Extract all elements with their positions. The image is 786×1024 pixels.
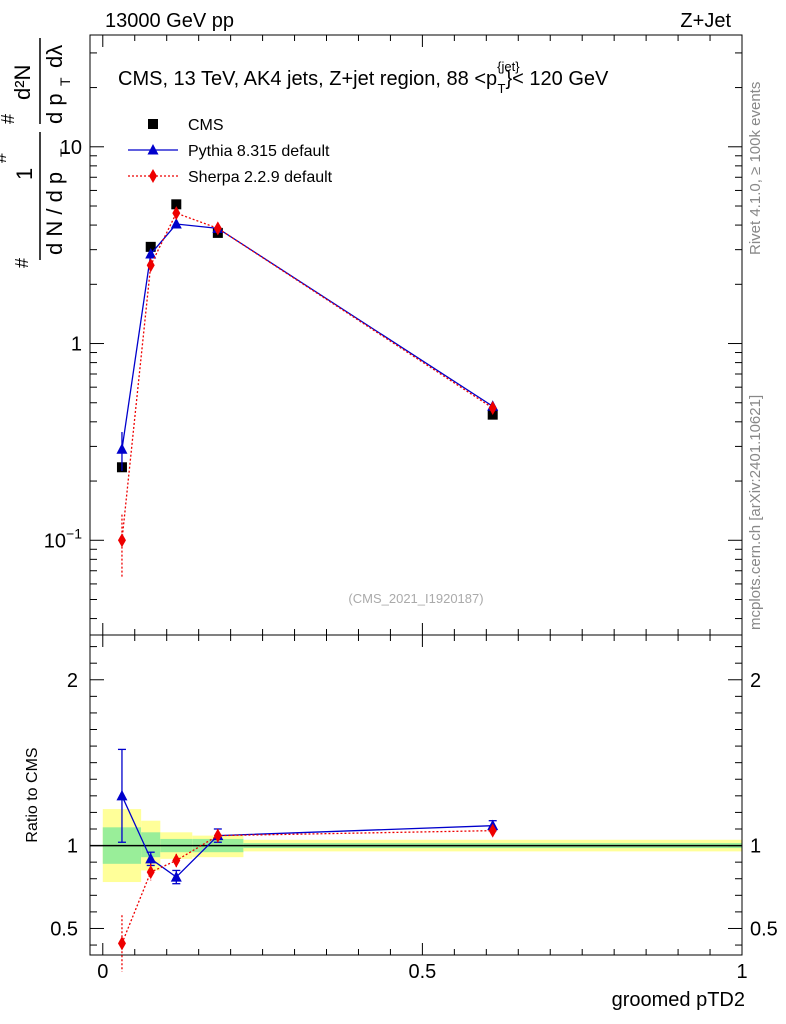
legend-label: Sherpa 2.2.9 default: [188, 169, 333, 186]
main-point: [145, 248, 157, 259]
ylabel-hash-1: #: [12, 258, 32, 268]
ylabel-hash-2: #: [0, 153, 10, 163]
main-y-tick-label: 10: [60, 137, 82, 159]
title-main: CMS, 13 TeV, AK4 jets, Z+jet region, 88 …: [118, 68, 497, 90]
main-y-tick-label: 1: [71, 334, 82, 356]
ratio-point: [488, 823, 497, 838]
ylabel-T-sub-2: T: [57, 77, 73, 86]
ratio-y-tick-label-left: 2: [67, 670, 78, 692]
ratio-point: [170, 871, 182, 882]
legend-marker: [148, 119, 158, 129]
ratio-point: [172, 853, 181, 868]
legend-label: CMS: [188, 117, 224, 134]
main-ylabel: # 1 d N / d p T # # d²N d p T dλ: [0, 38, 73, 268]
legend-entry-0: CMS: [148, 117, 224, 134]
title-sup: {jet}: [497, 59, 520, 74]
legend-entry-2: Sherpa 2.2.9 default: [128, 169, 333, 186]
main-point: [146, 258, 155, 273]
x-tick-label: 0: [97, 961, 108, 983]
analysis-tag: (CMS_2021_I1920187): [348, 591, 483, 606]
stat-band-bin-1: [141, 832, 161, 858]
main-line: [121, 212, 494, 541]
tick-exponent: −1: [66, 525, 82, 541]
series-1: [116, 218, 499, 885]
main-point: [145, 241, 156, 252]
x-axis-label: groomed pTD2: [612, 989, 745, 1011]
main-y-tick-label: 10−1: [44, 525, 82, 552]
mcplots-label: mcplots.cern.ch [arXiv:2401.10621]: [747, 395, 764, 630]
data-series: [116, 199, 499, 972]
ylabel-one: 1: [12, 168, 37, 180]
ratio-point: [145, 852, 157, 864]
ylabel-d2N: d²N: [10, 65, 35, 100]
main-point: [172, 206, 181, 221]
main-point: [213, 221, 222, 236]
main-point: [170, 218, 182, 229]
rivet-label: Rivet 4.1.0, ≥ 100k events: [747, 82, 764, 255]
tick-base: 10: [44, 530, 66, 552]
main-point: [116, 443, 128, 454]
main-point: [488, 401, 497, 416]
x-tick-label: 1: [736, 961, 747, 983]
header-left: 13000 GeV pp: [105, 10, 234, 32]
legend-label: Pythia 8.315 default: [188, 143, 330, 160]
ylabel-dpT: d p: [42, 93, 67, 124]
ratio-y-tick-label-right: 2: [750, 670, 761, 692]
plot-title: CMS, 13 TeV, AK4 jets, Z+jet region, 88 …: [118, 59, 609, 96]
series-2: [117, 206, 497, 972]
ratio-y-tick-label-right: 0.5: [750, 918, 778, 940]
legend-marker: [149, 169, 157, 183]
ylabel-dN-dpT: d N / d p: [42, 172, 67, 255]
ratio-y-tick-label-right: 1: [750, 836, 761, 858]
ratio-y-tick-label-left: 1: [67, 836, 78, 858]
x-tick-label: 0.5: [408, 961, 436, 983]
ratio-ylabel: Ratio to CMS: [24, 747, 41, 842]
ratio-point: [116, 789, 128, 801]
main-point: [117, 533, 126, 548]
title-end: }< 120 GeV: [506, 68, 610, 90]
ylabel-dlambda: dλ: [42, 45, 67, 68]
ratio-point: [213, 828, 222, 843]
ylabel-T-sub-1: T: [57, 148, 73, 157]
ylabel-hash-3: #: [0, 114, 18, 124]
legend-marker: [147, 144, 159, 155]
ratio-point: [146, 865, 155, 880]
title-sub: T: [498, 81, 506, 96]
series-0: [116, 199, 498, 473]
main-point: [171, 199, 182, 210]
ratio-frame: [89, 634, 743, 956]
legend-entry-1: Pythia 8.315 default: [128, 143, 330, 160]
legend: CMS Pythia 8.315 default Sherpa 2.2.9 defa…: [128, 117, 333, 186]
ratio-y-tick-label-left: 0.5: [50, 918, 78, 940]
ratio-point: [117, 936, 126, 951]
main-line: [121, 223, 494, 450]
header-right: Z+Jet: [680, 10, 731, 32]
